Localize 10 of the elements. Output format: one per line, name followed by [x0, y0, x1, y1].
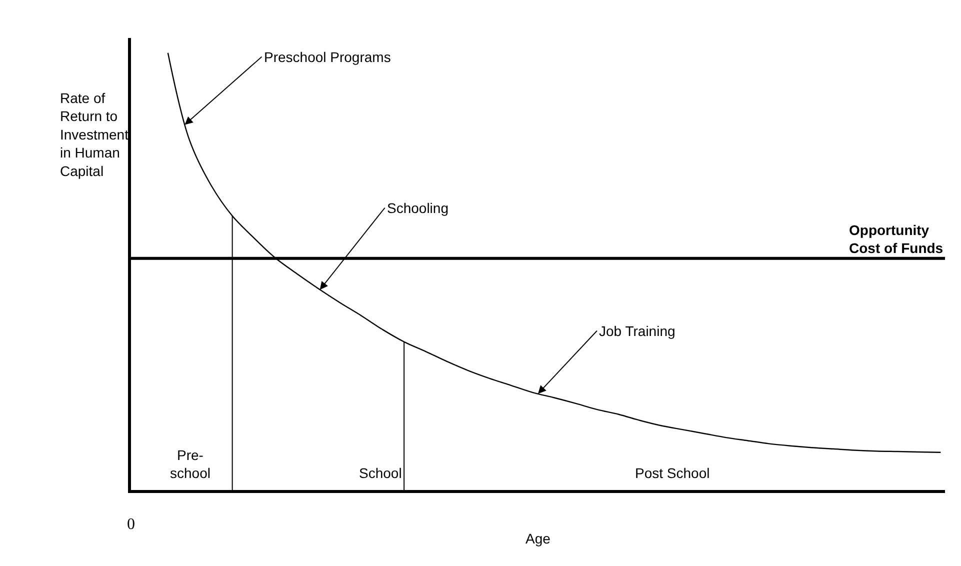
- ref-line-label: Opportunity Cost of Funds: [849, 222, 944, 256]
- y-axis-title: Rate of Return to Investment in Human Capital: [60, 90, 129, 179]
- annotation: Post School: [635, 465, 710, 481]
- annotation: Job Training: [599, 323, 676, 339]
- annotation: Pre- school: [170, 447, 210, 482]
- text: 0: [127, 516, 135, 533]
- x-axis-title: Age: [526, 530, 551, 546]
- annotation: Schooling: [387, 200, 448, 216]
- annotation: School: [359, 465, 402, 481]
- annotation: Preschool Programs: [264, 49, 391, 65]
